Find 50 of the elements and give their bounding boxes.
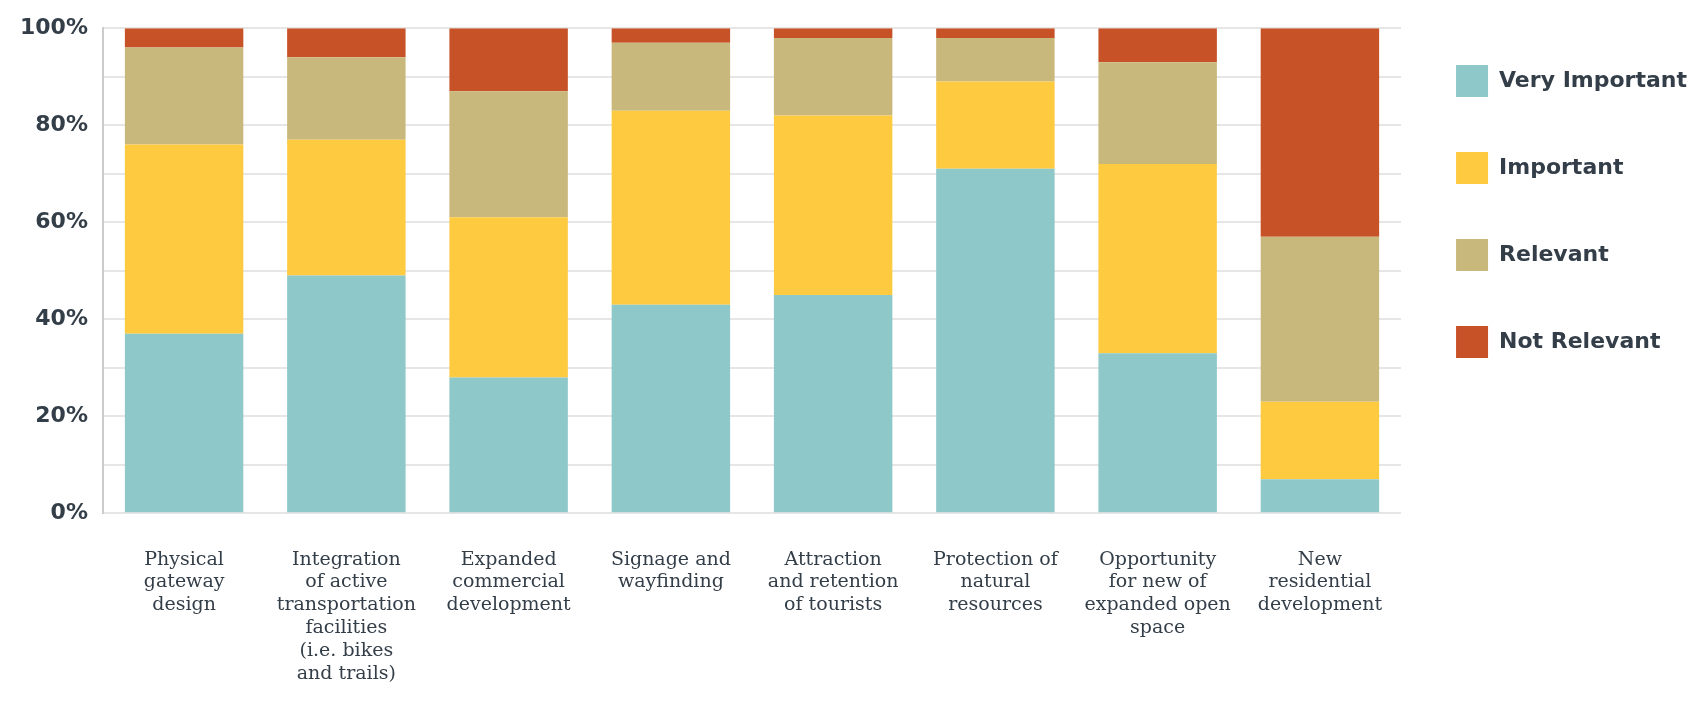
bar — [936, 81, 1055, 169]
bar — [611, 28, 731, 43]
bar — [449, 28, 568, 92]
legend-label: Not Relevant — [1499, 327, 1661, 353]
y-tick-label: 100% — [20, 13, 88, 39]
legend-label: Important — [1499, 153, 1624, 179]
bar — [611, 42, 731, 111]
bar — [936, 168, 1055, 513]
bar — [773, 28, 893, 38]
x-tick-label: Opportunity for new of expanded open space — [1084, 546, 1231, 637]
x-tick-label: New residential development — [1257, 546, 1383, 615]
x-tick-label: Expanded commercial development — [446, 546, 572, 615]
x-tick-label: Attraction and retention of tourists — [767, 546, 899, 615]
bar — [773, 37, 893, 116]
bar — [1098, 28, 1217, 63]
x-tick-label: Protection of natural resources — [933, 546, 1060, 615]
legend-label: Relevant — [1499, 240, 1610, 266]
x-tick-label: Signage and wayfinding — [610, 546, 731, 592]
bar — [287, 139, 406, 276]
bar — [287, 275, 406, 513]
bar — [449, 91, 568, 218]
bar — [1098, 164, 1217, 354]
y-tick-label: 40% — [35, 304, 88, 330]
bar — [936, 28, 1055, 38]
bar — [1260, 401, 1380, 480]
y-tick-label: 60% — [35, 207, 88, 233]
bar — [287, 57, 406, 140]
bar — [936, 37, 1055, 82]
bar — [287, 28, 406, 58]
bar — [124, 333, 244, 513]
bar — [1260, 28, 1380, 237]
bar — [449, 377, 568, 513]
bar — [1098, 353, 1217, 513]
bar — [611, 110, 731, 305]
y-tick-label: 20% — [35, 401, 88, 427]
legend-label: Very Important — [1499, 66, 1688, 92]
bar — [773, 115, 893, 295]
bar — [124, 28, 244, 48]
x-tick-label: Integration of active transportation facilities (i.e. bikes and trails) — [276, 546, 416, 683]
bar — [1260, 236, 1380, 402]
bar — [611, 304, 731, 513]
bar — [1260, 479, 1380, 513]
bar — [773, 294, 893, 513]
y-tick-label: 0% — [50, 498, 88, 524]
x-tick-label: Physical gateway design — [143, 546, 225, 615]
bar — [449, 217, 568, 378]
bar — [124, 144, 244, 334]
y-tick-label: 80% — [35, 110, 88, 136]
bar — [124, 47, 244, 145]
bar — [1098, 62, 1217, 164]
